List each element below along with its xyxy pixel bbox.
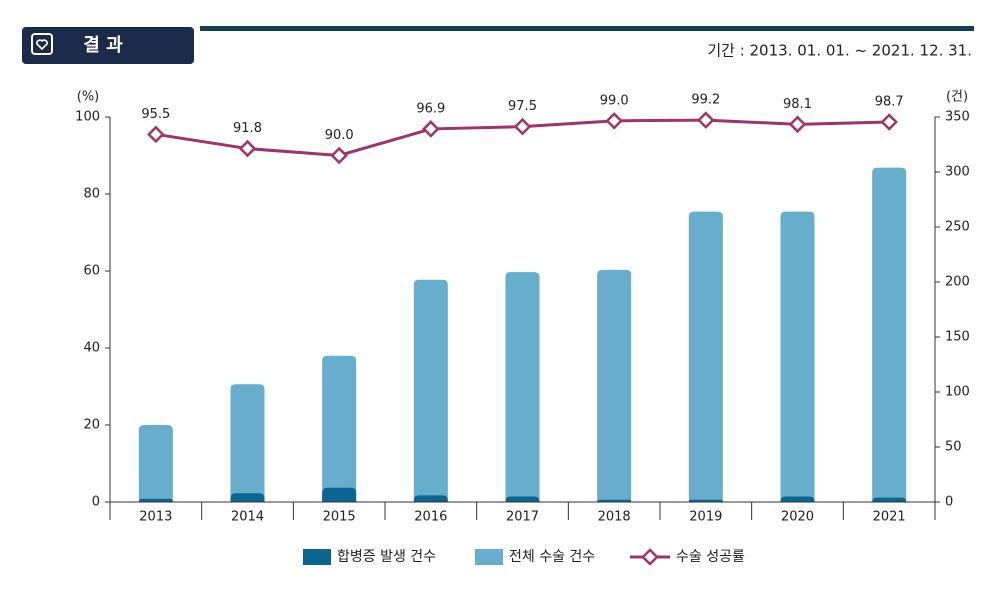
x-tick-label: 2013: [139, 510, 172, 525]
header-box: [22, 27, 194, 64]
bar: [138, 498, 173, 502]
header-rule: [200, 26, 974, 31]
bar: [230, 493, 265, 502]
legend-swatch: [303, 549, 331, 565]
marker: [238, 139, 257, 158]
header-icon: [31, 33, 53, 55]
bar: [505, 496, 540, 502]
legend-label: 수술 성공률: [676, 549, 745, 565]
y2-axis-label: (건): [946, 90, 968, 105]
value-label: 99.2: [691, 93, 720, 108]
y2-tick-label: 0: [945, 495, 953, 510]
y2-tick-label: 150: [945, 330, 970, 345]
x-tick-label: 2016: [414, 510, 447, 525]
marker: [788, 115, 807, 134]
bar: [872, 497, 907, 502]
bar: [688, 499, 723, 502]
y-tick-label: 40: [83, 341, 100, 356]
bar: [597, 269, 632, 502]
bar: [413, 279, 448, 502]
heart-icon: [36, 39, 48, 51]
bar: [322, 355, 357, 502]
marker: [147, 125, 165, 144]
x-tick-label: 2019: [689, 510, 722, 525]
legend-label: 합병증 발생 건수: [337, 549, 436, 565]
bar: [688, 211, 723, 502]
y2-tick-label: 250: [945, 220, 970, 235]
marker: [513, 117, 532, 136]
marker: [880, 113, 898, 131]
bar: [597, 499, 632, 502]
marker: [605, 112, 623, 130]
bar: [138, 425, 173, 502]
bar: [322, 487, 357, 502]
marker: [330, 146, 348, 165]
bar: [872, 167, 907, 502]
value-label: 91.8: [233, 121, 262, 136]
header-title: 결 과: [83, 35, 123, 56]
bar: [780, 496, 815, 502]
bar: [780, 211, 815, 502]
y-tick-label: 0: [92, 495, 100, 510]
value-label: 90.0: [325, 128, 354, 143]
value-label: 96.9: [416, 101, 445, 116]
bar: [413, 495, 448, 502]
value-label: 97.5: [508, 99, 537, 114]
y2-tick-label: 350: [945, 110, 970, 125]
legend-label: 전체 수술 건수: [509, 549, 595, 565]
marker: [697, 111, 715, 129]
marker: [422, 120, 440, 138]
bar: [505, 272, 540, 502]
bar: [230, 384, 265, 502]
x-tick-label: 2014: [231, 510, 264, 525]
y-tick-label: 60: [83, 264, 100, 279]
value-label: 95.5: [141, 107, 170, 122]
period: 기간 : 2013. 01. 01. ~ 2021. 12. 31.: [707, 42, 972, 60]
x-tick-label: 2021: [873, 510, 906, 525]
y2-tick-label: 50: [945, 440, 962, 455]
y-tick-label: 80: [83, 187, 100, 202]
y-axis-label: (%): [77, 90, 100, 105]
value-label: 98.1: [783, 97, 812, 112]
x-tick-label: 2020: [781, 510, 814, 525]
value-label: 98.7: [875, 95, 904, 110]
value-label: 99.0: [600, 93, 629, 108]
y2-tick-label: 300: [945, 165, 970, 180]
legend-marker: [641, 548, 659, 566]
y2-tick-label: 100: [945, 385, 970, 400]
legend-swatch: [475, 549, 503, 565]
y-tick-label: 20: [83, 418, 100, 433]
x-tick-label: 2018: [598, 510, 631, 525]
x-tick-label: 2015: [323, 510, 356, 525]
x-tick-label: 2017: [506, 510, 539, 525]
y-tick-label: 100: [75, 110, 100, 125]
y2-tick-label: 200: [945, 275, 970, 290]
